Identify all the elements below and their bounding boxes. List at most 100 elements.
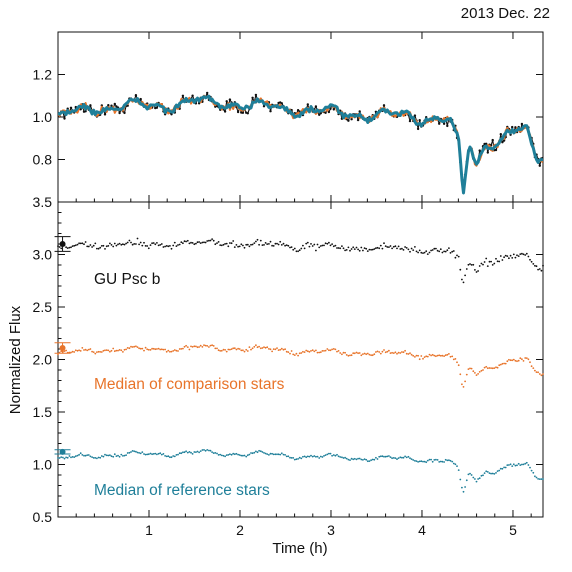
point-comparison	[154, 348, 157, 351]
point-target	[360, 246, 363, 249]
top-point-target	[358, 110, 361, 113]
point-target	[461, 278, 463, 281]
point-reference	[388, 455, 390, 457]
point-reference	[360, 458, 363, 461]
point-reference	[362, 459, 364, 461]
point-reference	[324, 454, 327, 456]
point-reference	[480, 474, 483, 477]
point-reference	[349, 459, 351, 461]
point-comparison	[308, 351, 311, 353]
point-target	[321, 244, 324, 247]
point-target	[195, 242, 197, 245]
point-target	[394, 245, 397, 248]
point-comparison	[342, 351, 345, 354]
point-reference	[258, 449, 260, 452]
point-comparison	[91, 350, 93, 353]
point-target	[269, 240, 272, 243]
point-comparison	[363, 352, 366, 355]
point-target	[191, 242, 194, 244]
point-reference	[302, 455, 304, 458]
point-reference	[91, 456, 93, 458]
point-reference	[331, 454, 333, 457]
point-comparison	[480, 369, 483, 372]
point-reference	[63, 457, 66, 460]
top-point-target	[103, 113, 107, 116]
point-target	[425, 250, 428, 253]
point-target	[201, 241, 204, 244]
point-comparison	[156, 348, 158, 350]
point-target	[347, 246, 350, 249]
point-comparison	[282, 348, 285, 351]
point-comparison	[107, 349, 110, 352]
point-reference	[345, 457, 348, 460]
point-target	[136, 237, 139, 240]
point-reference	[199, 450, 202, 452]
point-target	[407, 248, 410, 251]
point-comparison	[196, 346, 199, 349]
bottom-x-tick-label: 4	[418, 522, 426, 538]
point-reference	[456, 465, 458, 467]
x-axis-label: Time (h)	[272, 540, 327, 557]
point-comparison	[425, 355, 428, 358]
point-target	[376, 246, 379, 249]
point-reference	[156, 453, 158, 456]
point-reference	[323, 455, 325, 457]
point-reference	[203, 449, 205, 451]
point-reference	[209, 449, 212, 452]
point-reference	[164, 455, 167, 457]
point-reference	[289, 456, 291, 459]
point-comparison	[495, 366, 497, 369]
point-reference	[182, 451, 184, 454]
point-reference	[522, 463, 525, 466]
point-comparison	[117, 349, 119, 352]
point-comparison	[279, 348, 282, 351]
point-reference	[196, 450, 199, 453]
point-target	[227, 245, 230, 248]
point-reference	[297, 458, 299, 460]
point-comparison	[97, 350, 100, 353]
point-comparison	[293, 354, 296, 356]
point-comparison	[276, 347, 278, 349]
point-target	[446, 249, 449, 252]
point-target	[57, 245, 59, 248]
point-reference	[185, 450, 188, 453]
point-reference	[538, 478, 541, 480]
point-reference	[279, 453, 282, 456]
top-point-target	[236, 110, 240, 114]
point-comparison	[414, 356, 416, 358]
point-reference	[439, 460, 442, 463]
point-comparison	[255, 344, 257, 347]
point-reference	[206, 449, 209, 451]
point-comparison	[538, 373, 541, 375]
point-target	[290, 246, 293, 249]
point-comparison	[144, 346, 147, 349]
point-comparison	[222, 348, 225, 351]
point-target	[162, 246, 165, 248]
point-reference	[113, 453, 116, 456]
point-reference	[482, 474, 484, 477]
point-comparison	[407, 353, 410, 355]
point-target	[250, 243, 252, 246]
top-point-target	[446, 124, 449, 128]
point-target	[229, 242, 231, 244]
point-target	[339, 247, 342, 250]
point-target	[282, 242, 285, 245]
point-reference	[344, 456, 346, 459]
point-comparison	[360, 354, 363, 357]
point-target	[277, 243, 280, 246]
top-point-target	[306, 103, 309, 106]
point-comparison	[404, 349, 406, 352]
point-comparison	[86, 349, 89, 352]
point-comparison	[446, 353, 449, 356]
point-comparison	[302, 350, 304, 353]
point-reference	[517, 462, 520, 465]
point-comparison	[313, 350, 316, 353]
point-target	[169, 245, 171, 247]
point-reference	[57, 457, 59, 459]
point-comparison	[452, 358, 455, 361]
point-target	[452, 250, 455, 252]
point-target	[542, 264, 544, 267]
point-target	[251, 243, 254, 246]
point-comparison	[297, 354, 299, 357]
point-comparison	[126, 347, 129, 349]
